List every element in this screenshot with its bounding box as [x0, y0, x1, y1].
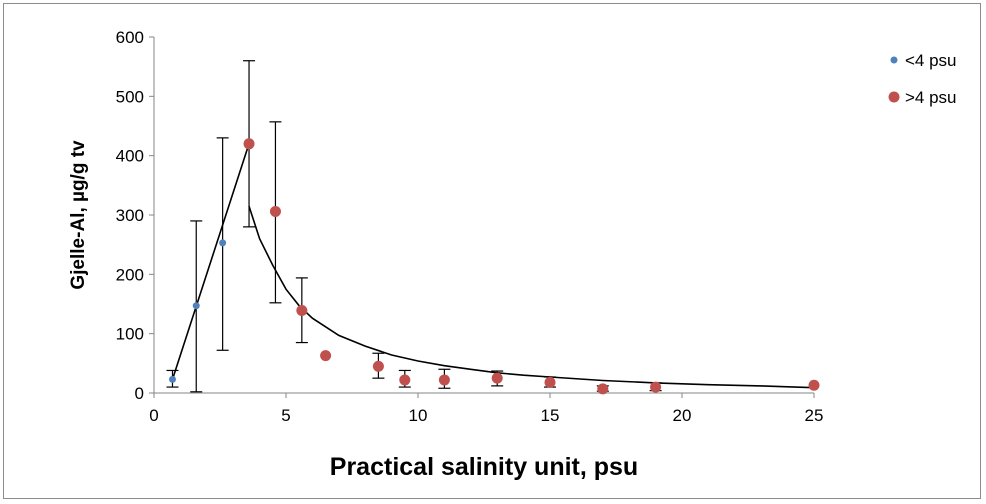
data-point-series-2: [438, 374, 450, 386]
chart-frame: 0 100 200 300 400 500 600 0 5 10 15 20 25 Practical s…: [3, 3, 981, 499]
y-tick-label: 200: [116, 265, 144, 284]
x-tick-label: 5: [281, 406, 290, 425]
data-point-series-1: [168, 375, 176, 383]
y-axis-title: Gjelle-Al, µg/g tv: [68, 140, 89, 290]
y-tick-label: 300: [116, 206, 144, 225]
data-point-series-2: [399, 374, 411, 386]
y-tick-label: 400: [116, 147, 144, 166]
x-tick-label: 0: [149, 406, 158, 425]
data-point-series-2: [808, 379, 820, 391]
trendline-power: [248, 205, 815, 389]
x-tick-label: 20: [673, 406, 692, 425]
data-point-series-2: [544, 376, 556, 388]
data-point-series-2: [597, 383, 609, 395]
x-tick-label: 15: [541, 406, 560, 425]
x-axis-title: Practical salinity unit, psu: [330, 453, 638, 481]
data-point-series-2: [269, 205, 281, 217]
data-point-series-2: [296, 305, 308, 317]
data-point-series-2: [491, 372, 503, 384]
chart: 0 100 200 300 400 500 600 0 5 10 15 20 25 Practical s…: [68, 28, 957, 481]
y-tick-label: 0: [135, 384, 144, 403]
legend-label-2: >4 psu: [905, 88, 957, 107]
data-point-series-1: [192, 302, 200, 310]
data-point-series-2: [372, 360, 384, 372]
y-tick-label: 600: [116, 28, 144, 47]
y-tick-label: 500: [116, 87, 144, 106]
data-point-series-2: [650, 381, 662, 393]
legend-marker-1: [890, 56, 898, 64]
y-tick-label: 100: [116, 325, 144, 344]
data-point-series-1: [219, 239, 227, 247]
x-tick-label: 10: [409, 406, 428, 425]
legend-label-1: <4 psu: [905, 51, 957, 70]
x-tick-label: 25: [805, 406, 824, 425]
data-point-series-2: [243, 138, 255, 150]
trendline-linear: [171, 143, 250, 380]
legend-marker-2: [888, 91, 900, 103]
data-point-series-2: [320, 350, 332, 362]
